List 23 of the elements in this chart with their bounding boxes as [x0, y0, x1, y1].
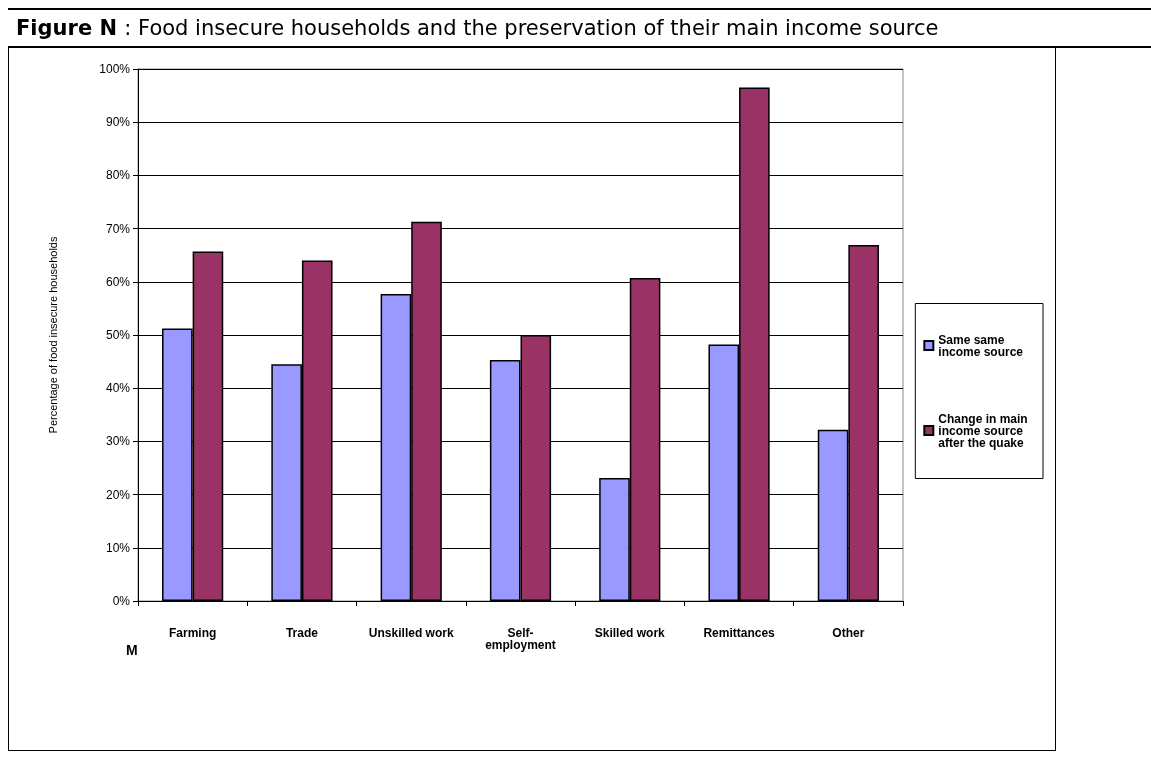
y-tick-label: 40%	[105, 381, 131, 396]
y-tick-label: 50%	[105, 328, 131, 342]
y-axis-title: Percentage of food insecure households	[46, 236, 59, 434]
y-tick-label: 20%	[105, 487, 131, 502]
y-tick-label: 80%	[105, 168, 131, 183]
legend-label: Change in main income source after the quake	[938, 411, 1032, 450]
y-tick-label: 100%	[99, 62, 131, 76]
x-tick-label: Skilled work	[594, 626, 666, 640]
text: M	[126, 642, 138, 658]
y-tick-label: 60%	[105, 274, 131, 289]
x-tick-label: Remittances	[703, 626, 776, 640]
y-tick-label: 0%	[112, 594, 131, 608]
x-tick-label: Self-employment	[485, 626, 556, 652]
x-tick-label: Farming	[168, 626, 217, 640]
x-tick-label: Other	[832, 626, 865, 640]
y-tick-label: 10%	[105, 540, 131, 555]
chart-title: Figure N : Food insecure households and the preservation of their main income source	[8, 8, 1151, 48]
legend-label: Same same income source	[938, 332, 1024, 359]
y-tick-label: 70%	[105, 221, 131, 236]
y-tick-label: 30%	[105, 434, 131, 449]
y-tick-label: 90%	[105, 115, 131, 130]
x-tick-label: Unskilled work	[368, 626, 454, 640]
x-tick-label: Trade	[285, 626, 319, 640]
